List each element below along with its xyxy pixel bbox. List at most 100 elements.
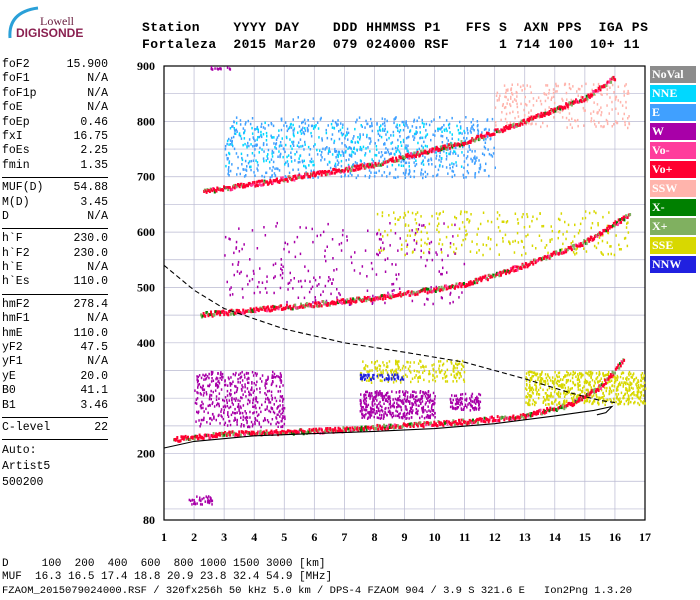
echo-point [478,159,480,162]
echo-point [417,362,420,365]
echo-point [340,122,342,125]
echo-point [521,215,523,219]
echo-point [613,123,615,126]
echo-point [367,296,369,299]
echo-point [406,395,409,398]
echo-point [329,161,331,164]
x-tick-label: 16 [609,530,621,544]
echo-point [267,307,270,311]
echo-point [249,432,252,436]
echo-point [419,391,421,394]
echo-point [227,172,229,176]
echo-point [415,151,417,154]
echo-point [303,148,305,151]
echo-point [449,397,452,401]
echo-point [497,226,500,229]
echo-point [466,170,469,173]
echo-point [282,397,285,401]
echo-point [231,143,233,146]
echo-point [241,247,243,251]
echo-point [591,395,593,398]
echo-point [510,268,513,272]
echo-point [595,246,598,250]
echo-point [537,378,539,381]
echo-point [366,417,369,420]
echo-point [627,372,630,375]
echo-point [615,400,617,404]
echo-point [588,393,591,397]
echo-point [465,176,467,179]
echo-point [374,366,377,369]
echo-point [318,172,321,176]
echo-point [473,407,475,410]
echo-point [399,399,402,402]
echo-point [332,119,334,123]
echo-point [423,224,425,227]
echo-point [322,230,325,234]
echo-point [421,121,424,125]
echo-point [368,137,370,140]
echo-point [566,230,568,233]
echo-point [426,410,428,413]
echo-point [419,398,421,401]
echo-point [202,384,204,388]
echo-point [431,399,433,403]
echo-point [577,373,579,376]
echo-point [619,100,622,104]
echo-point [281,411,284,415]
echo-point [250,143,252,146]
echo-point [415,290,418,294]
echo-point [208,397,211,401]
echo-point [195,398,198,401]
echo-point [333,139,336,143]
echo-point [316,153,319,156]
echo-point [319,276,321,279]
echo-point [229,139,232,142]
echo-point [453,144,455,148]
echo-point [314,173,317,177]
echo-point [382,425,385,429]
echo-point [452,398,454,402]
echo-point [457,138,460,141]
echo-point [259,377,262,380]
echo-point [424,264,427,268]
echo-point [443,144,446,148]
echo-point [567,372,569,375]
echo-point [563,250,566,254]
echo-point [380,394,382,397]
echo-point [312,160,314,163]
echo-point [556,379,559,383]
echo-point [601,232,604,236]
echo-point [338,243,341,246]
echo-point [348,303,351,306]
echo-point [211,413,214,416]
echo-point [444,371,447,374]
echo-point [570,98,572,102]
echo-point [390,134,392,137]
echo-point [405,120,407,123]
echo-point [303,296,306,300]
echo-point [425,175,427,178]
echo-point [243,373,246,376]
echo-point [561,116,564,119]
echo-point [280,432,283,436]
echo-point [554,90,557,93]
echo-point [211,435,214,439]
echo-point [588,92,591,96]
echo-point [418,223,421,227]
echo-point [364,414,366,417]
echo-point [399,399,401,402]
echo-point [633,378,636,381]
echo-point [374,402,376,406]
echo-point [260,183,263,187]
echo-point [432,369,435,372]
echo-point [416,148,418,152]
echo-point [232,144,234,148]
echo-point [459,401,462,405]
echo-point [578,371,581,375]
echo-point [440,248,442,251]
echo-point [225,434,228,437]
echo-point [384,118,386,121]
echo-point [424,226,426,229]
echo-point [432,367,434,371]
